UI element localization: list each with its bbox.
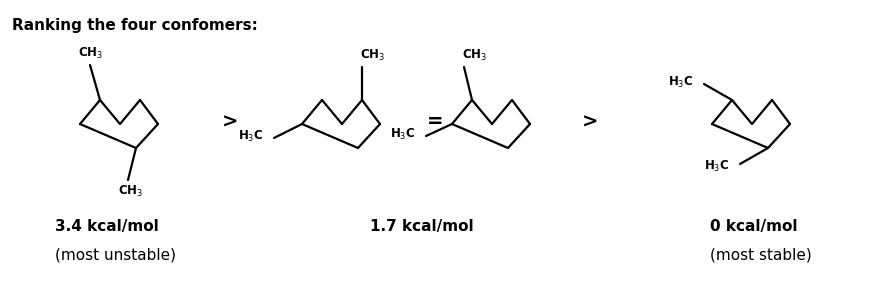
Text: CH$_3$: CH$_3$	[118, 184, 143, 199]
Text: H$_3$C: H$_3$C	[704, 158, 729, 173]
Text: (most stable): (most stable)	[710, 247, 812, 262]
Text: =: =	[427, 113, 443, 131]
Text: H$_3$C: H$_3$C	[390, 126, 415, 142]
Text: H$_3$C: H$_3$C	[668, 75, 693, 90]
Text: >: >	[582, 113, 598, 131]
Text: CH$_3$: CH$_3$	[360, 48, 385, 63]
Text: 0 kcal/mol: 0 kcal/mol	[710, 220, 797, 235]
Text: CH$_3$: CH$_3$	[462, 48, 487, 63]
Text: (most unstable): (most unstable)	[55, 247, 176, 262]
Text: CH$_3$: CH$_3$	[78, 46, 103, 61]
Text: 1.7 kcal/mol: 1.7 kcal/mol	[370, 220, 474, 235]
Text: >: >	[222, 113, 238, 131]
Text: H$_3$C: H$_3$C	[238, 128, 263, 144]
Text: Ranking the four confomers:: Ranking the four confomers:	[12, 18, 258, 33]
Text: 3.4 kcal/mol: 3.4 kcal/mol	[55, 220, 159, 235]
